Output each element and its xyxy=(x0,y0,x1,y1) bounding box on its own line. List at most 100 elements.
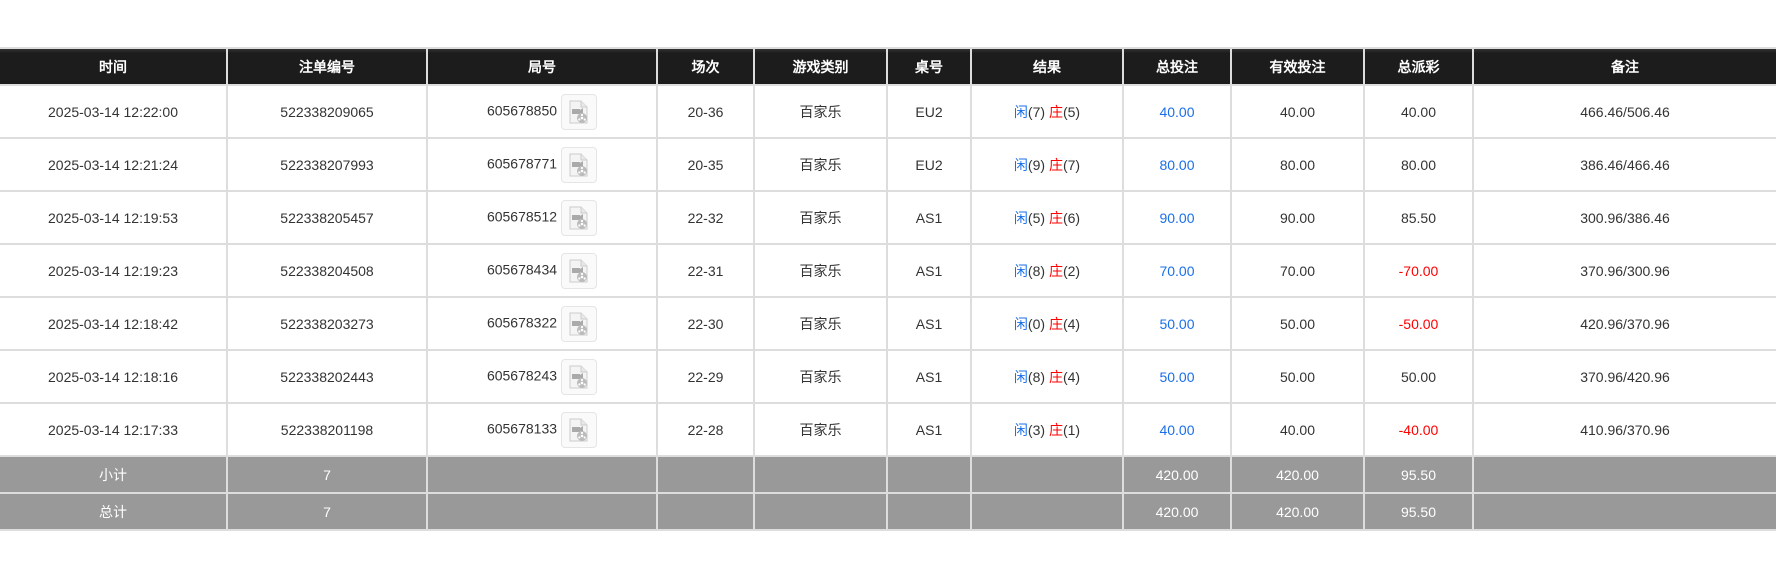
total-bet: 80.00 xyxy=(1122,138,1231,192)
banker-label: 庄 xyxy=(1048,209,1063,226)
total-bet: 90.00 xyxy=(1122,191,1231,245)
table-id: AS1 xyxy=(886,350,971,404)
round-id: 605678771 xyxy=(486,155,558,172)
payout: 85.50 xyxy=(1363,191,1473,245)
result: 闲(8) 庄(4) xyxy=(970,350,1123,404)
note: 300.96/386.46 xyxy=(1472,191,1776,245)
video-file-icon[interactable] xyxy=(561,199,598,236)
player-score: (8) xyxy=(1027,262,1046,279)
bet-id: 522338205457 xyxy=(226,191,427,245)
valid-bet: 50.00 xyxy=(1230,297,1364,351)
subtotal-total-bet: 420.00 xyxy=(1122,456,1231,494)
total-bet: 70.00 xyxy=(1122,244,1231,298)
video-file-icon[interactable] xyxy=(561,411,598,448)
game-type: 百家乐 xyxy=(753,350,887,404)
table-row: 2025-03-14 12:19:53 522338205457 605678512… xyxy=(0,191,1776,245)
column-header: 总投注 xyxy=(1122,47,1231,86)
column-header: 备注 xyxy=(1472,47,1776,86)
round-cell: 605678512 xyxy=(426,191,657,245)
shoe: 22-32 xyxy=(656,191,754,245)
column-header: 游戏类别 xyxy=(753,47,887,86)
table-id: AS1 xyxy=(886,403,971,457)
total-bet: 50.00 xyxy=(1122,297,1231,351)
bet-time: 2025-03-14 12:21:24 xyxy=(0,138,227,192)
total-valid-bet: 420.00 xyxy=(1230,493,1364,531)
player-score: (8) xyxy=(1027,368,1046,385)
video-file-icon[interactable] xyxy=(561,93,598,130)
video-file-icon[interactable] xyxy=(561,146,598,183)
bet-records-table: 时间 注单编号 局号 场次 游戏类别 桌号 结果 总投注 有效投注 总派彩 备注 2025-03-1… xyxy=(0,47,1776,531)
round-id: 605678434 xyxy=(486,261,558,278)
subtotal-label: 小计 xyxy=(0,456,227,494)
banker-label: 庄 xyxy=(1048,368,1063,385)
round-cell: 605678243 xyxy=(426,350,657,404)
player-score: (9) xyxy=(1027,156,1046,173)
payout: -50.00 xyxy=(1363,297,1473,351)
valid-bet: 80.00 xyxy=(1230,138,1364,192)
column-header: 结果 xyxy=(970,47,1123,86)
payout: 80.00 xyxy=(1363,138,1473,192)
valid-bet: 70.00 xyxy=(1230,244,1364,298)
table-id: EU2 xyxy=(886,138,971,192)
banker-score: (2) xyxy=(1062,262,1081,279)
table-id: AS1 xyxy=(886,244,971,298)
round-cell: 605678133 xyxy=(426,403,657,457)
result: 闲(3) 庄(1) xyxy=(970,403,1123,457)
banker-score: (4) xyxy=(1062,368,1081,385)
player-label: 闲 xyxy=(1013,262,1028,279)
bet-id: 522338207993 xyxy=(226,138,427,192)
round-id: 605678243 xyxy=(486,367,558,384)
round-cell: 605678322 xyxy=(426,297,657,351)
round-cell: 605678850 xyxy=(426,85,657,139)
note: 370.96/420.96 xyxy=(1472,350,1776,404)
result: 闲(5) 庄(6) xyxy=(970,191,1123,245)
shoe: 20-35 xyxy=(656,138,754,192)
bet-id: 522338209065 xyxy=(226,85,427,139)
column-header: 桌号 xyxy=(886,47,971,86)
bet-time: 2025-03-14 12:18:42 xyxy=(0,297,227,351)
note: 386.46/466.46 xyxy=(1472,138,1776,192)
table-row: 2025-03-14 12:18:42 522338203273 605678322… xyxy=(0,297,1776,351)
banker-label: 庄 xyxy=(1048,156,1063,173)
game-type: 百家乐 xyxy=(753,85,887,139)
game-type: 百家乐 xyxy=(753,297,887,351)
table-header: 时间 注单编号 局号 场次 游戏类别 桌号 结果 总投注 有效投注 总派彩 备注 xyxy=(0,47,1776,86)
column-header: 场次 xyxy=(656,47,754,86)
valid-bet: 40.00 xyxy=(1230,85,1364,139)
table-id: AS1 xyxy=(886,191,971,245)
column-header: 注单编号 xyxy=(226,47,427,86)
subtotal-payout: 95.50 xyxy=(1363,456,1473,494)
player-score: (7) xyxy=(1027,103,1046,120)
banker-label: 庄 xyxy=(1048,315,1063,332)
banker-score: (6) xyxy=(1062,209,1081,226)
game-type: 百家乐 xyxy=(753,403,887,457)
result: 闲(0) 庄(4) xyxy=(970,297,1123,351)
note: 370.96/300.96 xyxy=(1472,244,1776,298)
table-row: 2025-03-14 12:21:24 522338207993 605678771… xyxy=(0,138,1776,192)
player-label: 闲 xyxy=(1013,156,1028,173)
player-score: (5) xyxy=(1027,209,1046,226)
payout: 40.00 xyxy=(1363,85,1473,139)
subtotal-valid-bet: 420.00 xyxy=(1230,456,1364,494)
result: 闲(8) 庄(2) xyxy=(970,244,1123,298)
table-row: 2025-03-14 12:18:16 522338202443 605678243… xyxy=(0,350,1776,404)
video-file-icon[interactable] xyxy=(561,305,598,342)
bet-time: 2025-03-14 12:17:33 xyxy=(0,403,227,457)
shoe: 22-29 xyxy=(656,350,754,404)
video-file-icon[interactable] xyxy=(561,358,598,395)
video-file-icon[interactable] xyxy=(561,252,598,289)
banker-score: (7) xyxy=(1062,156,1081,173)
total-bet: 40.00 xyxy=(1122,403,1231,457)
table-row: 2025-03-14 12:17:33 522338201198 605678133… xyxy=(0,403,1776,457)
round-id: 605678322 xyxy=(486,314,558,331)
player-score: (0) xyxy=(1027,315,1046,332)
bet-time: 2025-03-14 12:18:16 xyxy=(0,350,227,404)
total-total-bet: 420.00 xyxy=(1122,493,1231,531)
note: 420.96/370.96 xyxy=(1472,297,1776,351)
table-row: 2025-03-14 12:22:00 522338209065 605678850… xyxy=(0,85,1776,139)
banker-label: 庄 xyxy=(1048,103,1063,120)
banker-score: (1) xyxy=(1062,421,1081,438)
valid-bet: 50.00 xyxy=(1230,350,1364,404)
total-bet: 40.00 xyxy=(1122,85,1231,139)
note: 466.46/506.46 xyxy=(1472,85,1776,139)
